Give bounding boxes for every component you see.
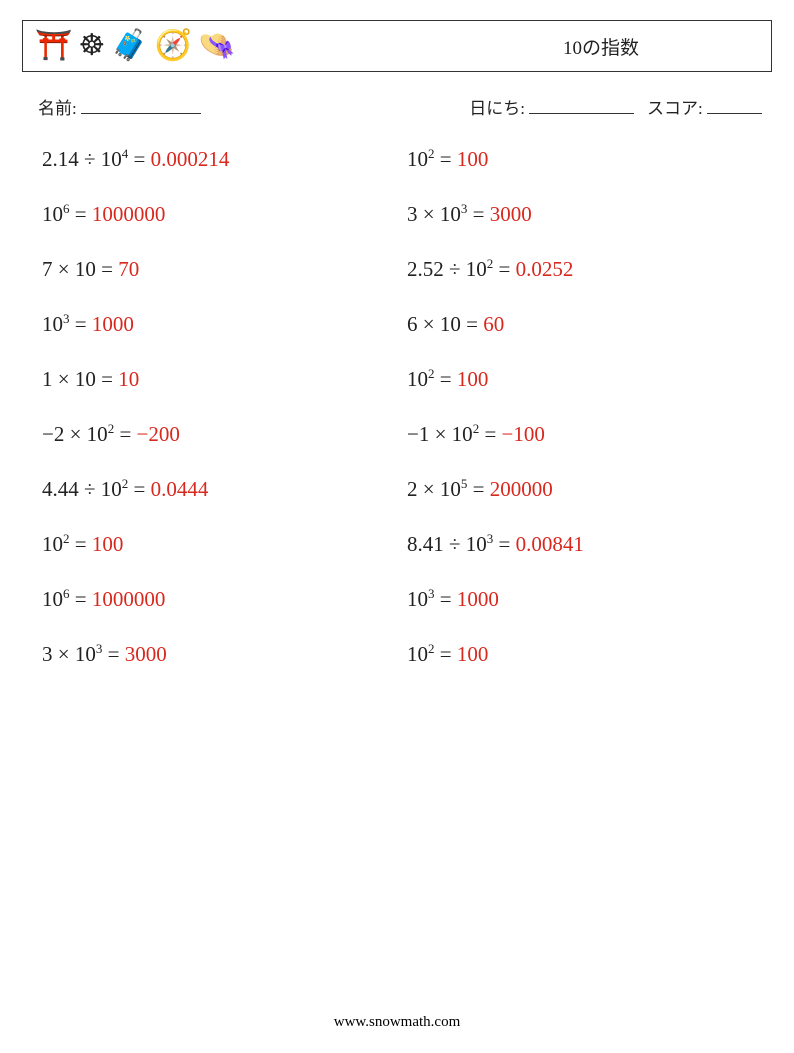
problem-18: 3 × 103 = 3000	[42, 642, 387, 667]
header-icon-1: ☸	[78, 31, 105, 61]
name-field: 名前:	[38, 94, 201, 119]
problem-19: 102 = 100	[407, 642, 752, 667]
header-icon-2: 🧳	[111, 31, 148, 61]
problem-5: 2.52 ÷ 102 = 0.0252	[407, 257, 752, 282]
problem-13: 2 × 105 = 200000	[407, 477, 752, 502]
answer-12: 0.0444	[151, 477, 209, 501]
answer-2: 1000000	[92, 202, 166, 226]
date-score-field: 日にち: スコア:	[469, 94, 762, 119]
answer-18: 3000	[125, 642, 167, 666]
answer-3: 3000	[490, 202, 532, 226]
header-icon-4: 👒	[198, 31, 235, 61]
problem-1: 102 = 100	[407, 147, 752, 172]
date-label: 日にち:	[469, 99, 525, 118]
problem-9: 102 = 100	[407, 367, 752, 392]
answer-11: −100	[502, 422, 545, 446]
header-icons: ⛩️☸🧳🧭👒	[35, 31, 235, 61]
score-label: スコア:	[647, 99, 703, 118]
problems-grid: 2.14 ÷ 104 = 0.000214 102 = 100 106 = 1000…	[22, 147, 772, 667]
problem-12: 4.44 ÷ 102 = 0.0444	[42, 477, 387, 502]
answer-4: 70	[118, 257, 139, 281]
problem-3: 3 × 103 = 3000	[407, 202, 752, 227]
name-label: 名前:	[38, 99, 77, 118]
problem-14: 102 = 100	[42, 532, 387, 557]
problem-6: 103 = 1000	[42, 312, 387, 337]
answer-1: 100	[457, 147, 489, 171]
name-blank	[81, 95, 201, 114]
problem-8: 1 × 10 = 10	[42, 367, 387, 392]
answer-6: 1000	[92, 312, 134, 336]
answer-14: 100	[92, 532, 124, 556]
problem-2: 106 = 1000000	[42, 202, 387, 227]
header-box: ⛩️☸🧳🧭👒 10の指数	[22, 20, 772, 72]
answer-7: 60	[483, 312, 504, 336]
info-line: 名前: 日にち: スコア:	[22, 94, 772, 119]
answer-13: 200000	[490, 477, 553, 501]
answer-9: 100	[457, 367, 489, 391]
header-icon-3: 🧭	[155, 31, 192, 61]
problem-15: 8.41 ÷ 103 = 0.00841	[407, 532, 752, 557]
header-icon-0: ⛩️	[35, 31, 72, 61]
answer-16: 1000000	[92, 587, 166, 611]
problem-10: −2 × 102 = −200	[42, 422, 387, 447]
answer-0: 0.000214	[151, 147, 230, 171]
worksheet-page: ⛩️☸🧳🧭👒 10の指数 名前: 日にち: スコア: 2.14 ÷ 104 = …	[0, 0, 794, 1053]
answer-10: −200	[137, 422, 180, 446]
date-blank	[529, 95, 634, 114]
problem-16: 106 = 1000000	[42, 587, 387, 612]
problem-4: 7 × 10 = 70	[42, 257, 387, 282]
problem-7: 6 × 10 = 60	[407, 312, 752, 337]
worksheet-title: 10の指数	[563, 33, 639, 60]
answer-5: 0.0252	[516, 257, 574, 281]
answer-17: 1000	[457, 587, 499, 611]
problem-0: 2.14 ÷ 104 = 0.000214	[42, 147, 387, 172]
score-blank	[707, 95, 762, 114]
answer-15: 0.00841	[516, 532, 584, 556]
problem-11: −1 × 102 = −100	[407, 422, 752, 447]
problem-17: 103 = 1000	[407, 587, 752, 612]
answer-8: 10	[118, 367, 139, 391]
answer-19: 100	[457, 642, 489, 666]
footer-url: www.snowmath.com	[0, 1014, 794, 1031]
